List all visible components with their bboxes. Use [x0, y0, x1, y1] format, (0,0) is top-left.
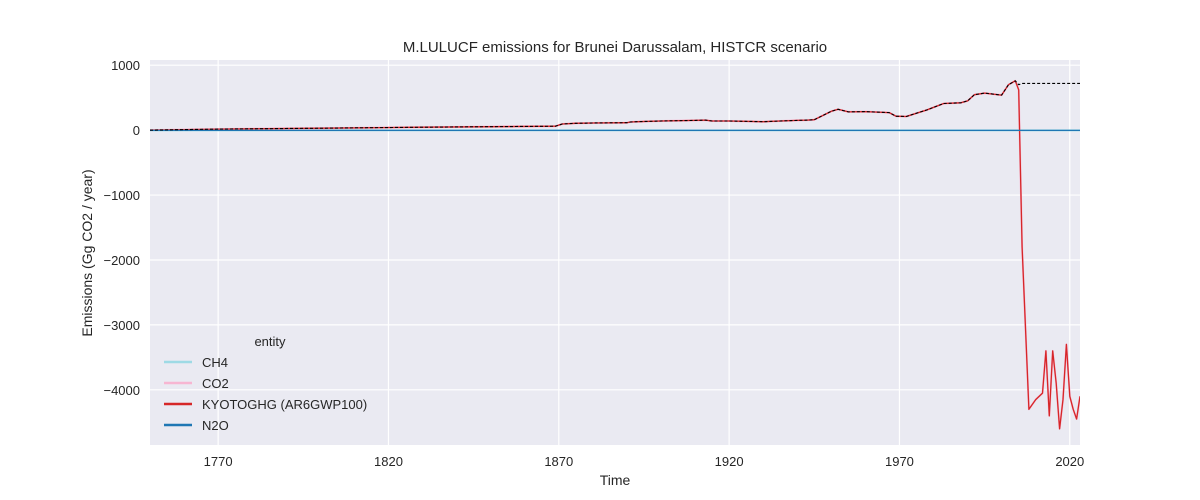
plot-area — [150, 60, 1080, 445]
legend-label: CH4 — [202, 355, 228, 370]
x-tick-label: 1820 — [374, 454, 403, 469]
y-tick-label: −2000 — [103, 253, 140, 268]
x-tick-label: 1870 — [544, 454, 573, 469]
legend: entity CH4 CO2 KYOTOGHG (AR6GWP100) N2O — [164, 334, 367, 433]
y-tick-label: 1000 — [111, 58, 140, 73]
legend-title: entity — [254, 334, 286, 349]
series-line-total-dashed — [150, 80, 1080, 131]
x-tick-label: 1920 — [715, 454, 744, 469]
chart-title: M.LULUCF emissions for Brunei Darussalam… — [403, 39, 827, 56]
legend-label: CO2 — [202, 376, 229, 391]
x-tick-labels: 1770 1820 1870 1920 1970 2020 — [204, 454, 1085, 469]
x-tick-label: 1970 — [885, 454, 914, 469]
y-tick-label: 0 — [133, 123, 140, 138]
legend-label: N2O — [202, 418, 229, 433]
x-tick-label: 1770 — [204, 454, 233, 469]
y-axis-label: Emissions (Gg CO2 / year) — [79, 169, 95, 336]
legend-label: KYOTOGHG (AR6GWP100) — [202, 397, 367, 412]
y-tick-label: −3000 — [103, 318, 140, 333]
y-tick-label: −1000 — [103, 188, 140, 203]
y-tick-labels: 1000 0 −1000 −2000 −3000 −4000 — [103, 58, 140, 398]
series-lines — [150, 79, 1080, 430]
x-tick-label: 2020 — [1055, 454, 1084, 469]
x-axis-label: Time — [600, 472, 631, 488]
y-tick-label: −4000 — [103, 383, 140, 398]
